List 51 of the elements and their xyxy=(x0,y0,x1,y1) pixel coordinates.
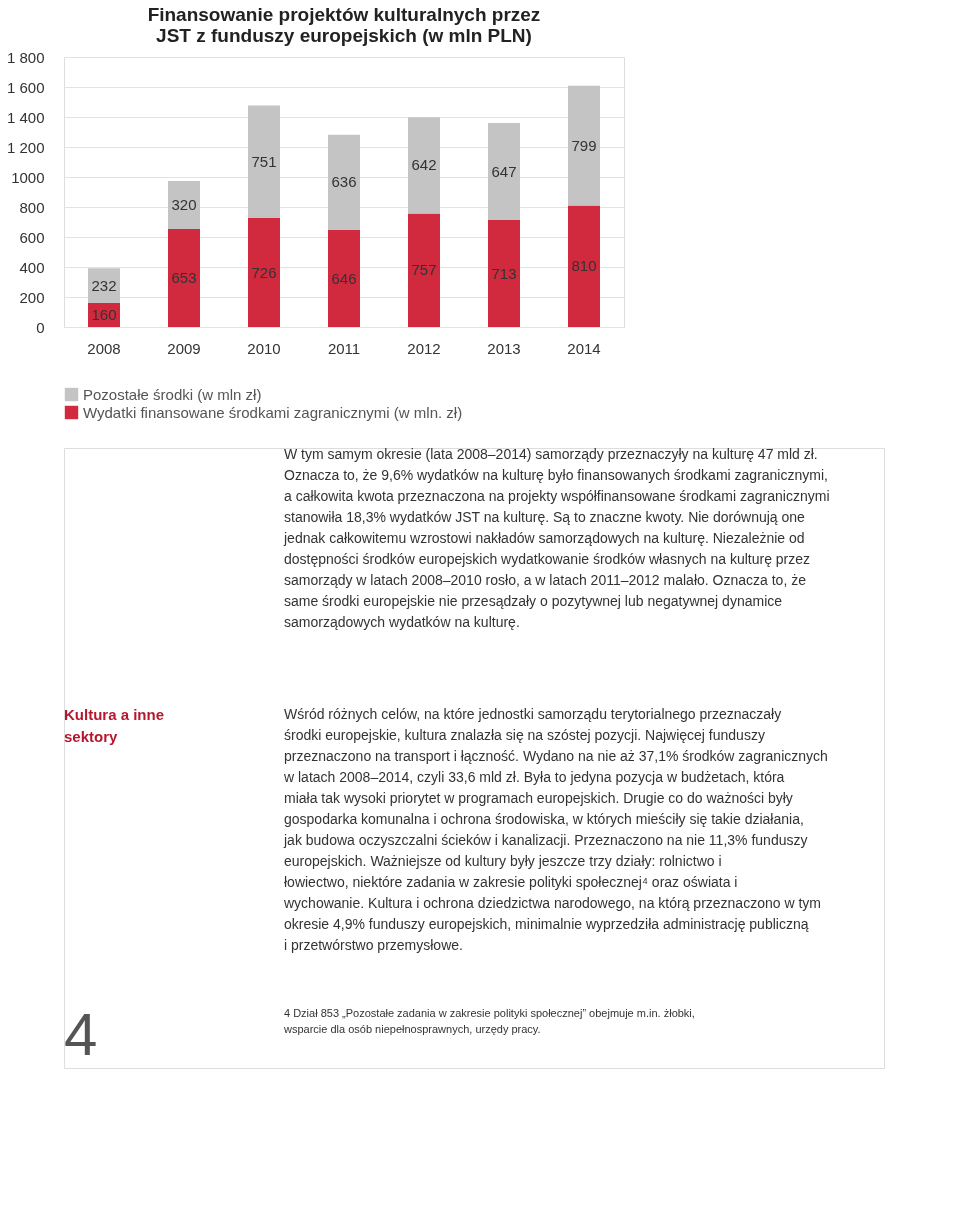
bar xyxy=(488,220,520,327)
data-label: 726 xyxy=(251,263,277,281)
bar xyxy=(248,105,280,219)
data-label: 799 xyxy=(571,136,597,154)
x-tick-label: 2010 xyxy=(247,339,281,357)
bar xyxy=(168,181,200,230)
x-tick-label: 2008 xyxy=(87,339,121,357)
text: 4 Dział 853 „Pozostałe zadania w zakresie polityki społecznej” obejmuje m.in. żłobki, wsparcie dla osób niepełnosprawnych, urzędy pracy. xyxy=(283,1007,695,1035)
bar xyxy=(408,117,440,214)
y-tick-label: 0 xyxy=(36,318,45,336)
y-tick-label: 1 200 xyxy=(6,138,45,156)
y-tick-label: 1 600 xyxy=(6,78,45,96)
data-label: 757 xyxy=(411,261,437,279)
bar xyxy=(568,85,600,206)
text: W tym samym okresie (lata 2008–2014) samorządy przeznaczyły na kulturę 47 mld zł. Oznacza to, że 9,6% wydatków na kulturę było finansowanych środkami zagranicznymi, a całkowita kwota przeznaczona na projekty współfinansowane środkami zagranicznymi stanowiła 18,3% wydatków JST na kulturę. Są to znaczne kwoty. Nie dorównują one jednak całkowitemu wzrostowi nakładów samorządowych na kulturę. Niezależnie od dostępności środków europejskich wydatkowanie środków własnych na kulturę przez samorządy w latach 2008–2010 rosło, a w latach 2011–2012 malało. Oznacza to, że same środki europejskie nie przesądzały o pozytywnej lub negatywnej dynamice samorządowych wydatków na kulturę. xyxy=(284,446,830,630)
y-tick-label: 200 xyxy=(19,288,45,306)
y-tick-label: 1 400 xyxy=(6,108,45,126)
x-tick-label: 2011 xyxy=(327,339,361,357)
bar xyxy=(328,230,360,327)
data-label: 232 xyxy=(91,276,117,294)
legend-label: Pozostałe środki (w mln zł) xyxy=(83,385,262,403)
bar xyxy=(248,218,280,327)
y-tick-label: 400 xyxy=(19,258,45,276)
legend-label: Wydatki finansowane środkami zagranicznymi (w mln. zł) xyxy=(83,403,463,421)
data-label: 160 xyxy=(91,306,117,323)
bar xyxy=(408,213,440,327)
data-label: 320 xyxy=(171,196,197,214)
bar xyxy=(168,229,200,327)
data-label: 646 xyxy=(331,269,357,287)
y-tick-label: 800 xyxy=(19,198,45,216)
x-tick-label: 2013 xyxy=(487,339,521,357)
text: Kultura a inne sektory xyxy=(64,706,165,745)
bar xyxy=(568,205,600,327)
x-tick-label: 2012 xyxy=(407,339,441,357)
data-label: 713 xyxy=(491,264,517,282)
chart-title: Finansowanie projektów kulturalnych przez JST z funduszy europejskich (w mln PLN) xyxy=(147,4,541,46)
y-tick-label: 1000 xyxy=(11,168,45,186)
data-label: 636 xyxy=(331,173,357,191)
data-label: 642 xyxy=(411,156,437,174)
text: Wśród różnych celów, na które jednostki samorządu terytorialnego przeznaczały środki europejskie, kultura znalazła się na szóstej pozycji. Najwięcej funduszy przeznaczono na transport i łączność. Wydano na nie aż 37,1% środków zagranicznych w latach 2008–2014, czyli 33,6 mld zł. Była to jedyna pozycja w budżetach, która miała tak wysoki priorytet w programach europejskich. Drugie co do ważności były gospodarka komunalna i ochrona środowiska, w których mieściły się takie działania, jak budowa oczyszczalni ścieków i kanalizacji. Przeznaczono na nie 11,3% funduszy europejskich. Ważniejsze od kultury były jeszcze trzy działy: rolnictwo i łowiectwo, niektóre zadania w zakresie polityki społecznej⁴ oraz oświata i wychowanie. Kultura i ochrona dziedzictwa narodowego, na którą przeznaczono w tym okresie 4,9% funduszy europejskich, minimalnie wyprzedziła administrację publiczną i przetwórstwo przemysłowe. xyxy=(284,706,828,953)
data-label: 653 xyxy=(171,269,197,287)
y-tick-label: 600 xyxy=(19,228,45,246)
data-label: 647 xyxy=(491,162,517,180)
x-tick-label: 2009 xyxy=(167,339,201,357)
x-tick-label: 2014 xyxy=(567,339,601,357)
y-tick-label: 1 800 xyxy=(6,48,45,66)
data-label: 751 xyxy=(251,152,277,170)
bar xyxy=(328,134,360,231)
bar xyxy=(488,123,520,221)
data-label: 810 xyxy=(571,257,597,275)
text: 4 xyxy=(64,1001,98,1068)
